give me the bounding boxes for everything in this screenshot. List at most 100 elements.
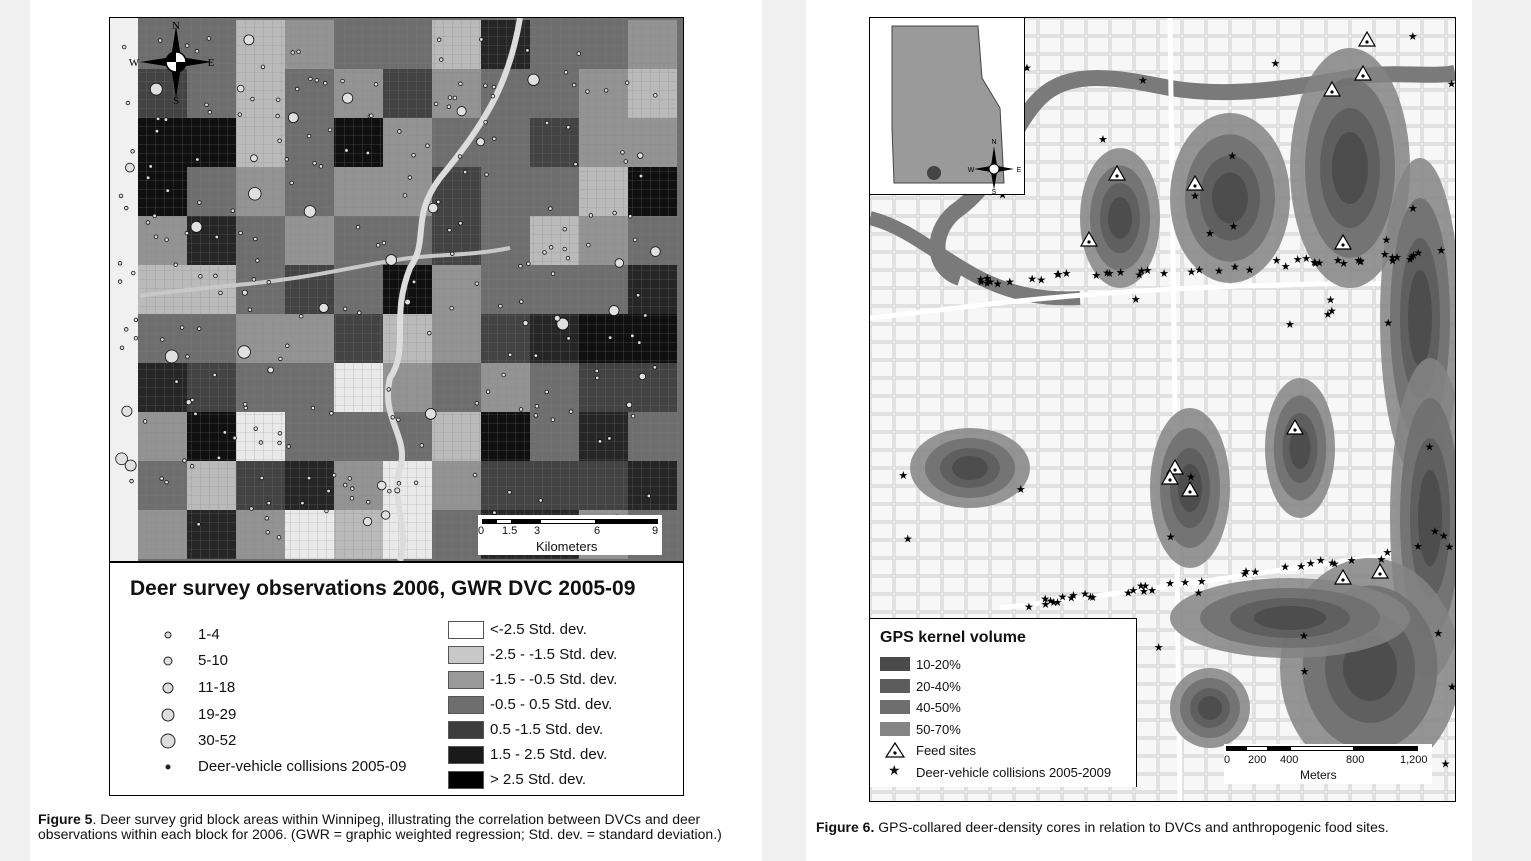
svg-text:★: ★ xyxy=(1062,268,1072,280)
scale-tick-1: 1.5 xyxy=(502,525,518,537)
svg-text:★: ★ xyxy=(1311,258,1321,270)
svg-text:★: ★ xyxy=(1186,266,1196,278)
svg-text:★: ★ xyxy=(1445,541,1455,553)
svg-text:★: ★ xyxy=(1439,530,1449,542)
legend-swatch xyxy=(880,678,910,693)
legend-swatch xyxy=(448,646,484,664)
svg-text:★: ★ xyxy=(1405,254,1415,266)
legend-size-label: 1-4 xyxy=(198,626,220,643)
svg-text:★: ★ xyxy=(1123,588,1133,600)
svg-text:★: ★ xyxy=(1339,258,1349,270)
svg-text:★: ★ xyxy=(1285,319,1295,331)
inset-compass-w: W xyxy=(968,167,975,174)
svg-text:★: ★ xyxy=(1433,628,1443,640)
svg-text:★: ★ xyxy=(1058,591,1068,603)
svg-text:★: ★ xyxy=(1041,599,1051,611)
svg-text:★: ★ xyxy=(1441,758,1451,770)
scale-tick-2: 400 xyxy=(1280,754,1299,766)
svg-text:★: ★ xyxy=(1088,592,1098,604)
svg-text:★: ★ xyxy=(1194,588,1204,600)
figure6-caption: Figure 6. GPS-collared deer-density core… xyxy=(816,820,1466,835)
svg-text:★: ★ xyxy=(1281,261,1291,273)
scale-tick-4: 9 xyxy=(652,525,659,537)
svg-text:★: ★ xyxy=(1080,588,1090,600)
figure5-map: N S W E 0 1.5 3 6 9 Kilometers xyxy=(109,17,684,562)
figure5-legend: Deer survey observations 2006, GWR DVC 2… xyxy=(109,562,684,796)
svg-text:★: ★ xyxy=(1186,472,1196,484)
caption-text: . Deer survey grid block areas within Wi… xyxy=(38,811,722,842)
legend-swatch xyxy=(448,721,484,739)
svg-text:★: ★ xyxy=(1147,585,1157,597)
figure6-map-graphic: ★ ★★★ ★★★★★ ★★★★★★★★ ★★★★★★★★★★★★★★ ★★★★★★★★★… xyxy=(870,18,1455,801)
svg-text:★: ★ xyxy=(1165,578,1175,590)
legend-std-dev-label: 1.5 - 2.5 Std. dev. xyxy=(490,746,608,763)
svg-text:★: ★ xyxy=(1139,586,1149,598)
scale-tick-2: 3 xyxy=(534,525,541,537)
legend-swatch xyxy=(448,671,484,689)
svg-text:★: ★ xyxy=(1016,484,1026,496)
svg-text:★: ★ xyxy=(1301,253,1311,265)
svg-text:★: ★ xyxy=(1166,531,1176,543)
svg-text:★: ★ xyxy=(1040,594,1050,606)
svg-text:★: ★ xyxy=(1316,555,1326,567)
svg-text:★: ★ xyxy=(1354,255,1364,267)
svg-text:★: ★ xyxy=(903,534,913,546)
svg-text:★: ★ xyxy=(976,274,986,286)
svg-text:★: ★ xyxy=(1036,274,1046,286)
svg-text:★: ★ xyxy=(1327,306,1337,318)
svg-text:★: ★ xyxy=(1053,269,1063,281)
svg-text:★: ★ xyxy=(1230,261,1240,273)
legend-feed-sites-label: Feed sites xyxy=(916,743,976,758)
locator-inset: N S W E xyxy=(870,18,1025,196)
kernel-density-areas xyxy=(910,48,1455,778)
caption-label: Figure 6. xyxy=(816,819,875,835)
svg-text:★: ★ xyxy=(1376,554,1386,566)
svg-text:★: ★ xyxy=(1380,249,1390,261)
svg-text:★: ★ xyxy=(1327,557,1337,569)
svg-text:★: ★ xyxy=(1143,265,1153,277)
svg-text:★: ★ xyxy=(982,273,992,285)
scale-tick-3: 800 xyxy=(1346,754,1365,766)
svg-text:★: ★ xyxy=(1098,134,1108,146)
legend-size-label: 19-29 xyxy=(198,706,237,723)
svg-text:★: ★ xyxy=(1053,269,1063,281)
inset-compass-e: E xyxy=(1017,167,1022,174)
svg-text:★: ★ xyxy=(1116,267,1126,279)
legend-std-dev-label: 0.5 -1.5 Std. dev. xyxy=(490,721,604,738)
svg-text:★: ★ xyxy=(1383,318,1393,330)
legend-size-label: 5-10 xyxy=(198,652,229,669)
svg-text:★: ★ xyxy=(1407,252,1417,264)
svg-text:★: ★ xyxy=(1154,642,1164,654)
svg-text:★: ★ xyxy=(1069,590,1079,602)
svg-text:★: ★ xyxy=(1383,547,1393,559)
scale-tick-0: 0 xyxy=(478,525,485,537)
figure5-map-graphic: N S W E xyxy=(110,18,683,561)
svg-text:★: ★ xyxy=(1355,257,1365,269)
svg-text:★: ★ xyxy=(1306,558,1316,570)
compass-rose: N S W E xyxy=(129,20,215,107)
svg-text:★: ★ xyxy=(1330,559,1340,571)
svg-text:★: ★ xyxy=(1024,602,1034,614)
svg-text:★: ★ xyxy=(1005,277,1015,289)
svg-text:★: ★ xyxy=(1102,267,1112,279)
svg-text:★: ★ xyxy=(1300,666,1310,678)
svg-text:★: ★ xyxy=(898,470,908,482)
compass-e-label: E xyxy=(208,57,215,69)
svg-text:★: ★ xyxy=(1272,255,1282,267)
svg-text:★: ★ xyxy=(1241,566,1251,578)
caption-text: GPS-collared deer-density cores in relat… xyxy=(874,819,1389,835)
svg-text:★: ★ xyxy=(998,190,1008,202)
svg-text:★: ★ xyxy=(1134,269,1144,281)
svg-text:★: ★ xyxy=(1180,577,1190,589)
svg-text:★: ★ xyxy=(1091,270,1101,282)
feed-site-triangles xyxy=(1079,30,1390,585)
svg-text:★: ★ xyxy=(1046,596,1056,608)
legend-kernel-label: 50-70% xyxy=(916,721,961,737)
svg-text:★: ★ xyxy=(985,276,995,288)
legend-std-dev-label: -0.5 - 0.5 Std. dev. xyxy=(490,696,613,713)
figure6-scale-bar: 0 200 400 800 1,200 Meters xyxy=(1224,744,1432,784)
scale-tick-1: 200 xyxy=(1248,754,1267,766)
figure6-legend: GPS kernel volume 10-20% 20-40% 40-50% 50-7… xyxy=(870,618,1137,787)
svg-text:★: ★ xyxy=(1205,228,1215,240)
legend-std-dev-label: > 2.5 Std. dev. xyxy=(490,771,587,788)
